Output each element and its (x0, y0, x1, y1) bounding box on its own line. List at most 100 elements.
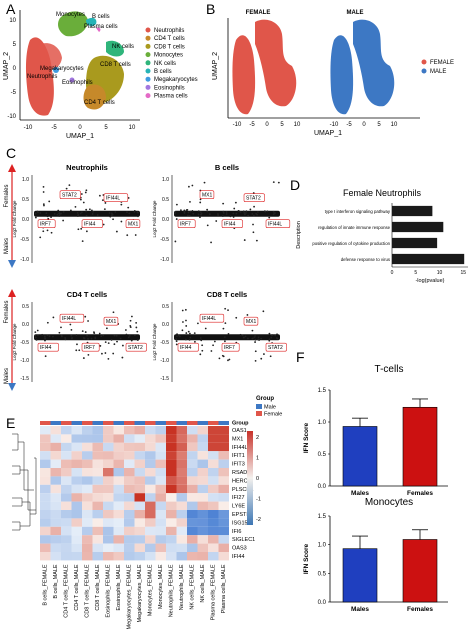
x-axis-label: -log(pvalue) (415, 278, 444, 284)
heatmap-cell (124, 493, 135, 502)
heatmap-cell (92, 468, 103, 477)
heatmap-cell (71, 476, 82, 485)
heatmap-cell (82, 451, 93, 460)
column-label: CD8 T cells_MALE (95, 564, 101, 611)
heatmap-cell (187, 434, 198, 443)
y-tick-label: 0.5 (22, 197, 29, 203)
heatmap-cell (145, 518, 156, 527)
heatmap-cell (155, 442, 166, 452)
heatmap-cell (197, 426, 208, 435)
heatmap-cell (113, 526, 124, 536)
y-tick-label: -1.0 (20, 257, 29, 263)
heatmap-cell (176, 451, 187, 460)
x-tick-label: -10 (24, 125, 33, 131)
y-tick-label: 1.0 (22, 177, 29, 183)
heatmap-cell (71, 510, 82, 519)
heatmap-cell (197, 484, 208, 494)
y-tick-label: -0.5 (20, 340, 29, 346)
heatmap-cell (50, 501, 61, 510)
column-label: NK cells_FEMALE (189, 564, 195, 610)
heatmap-cell (113, 459, 124, 468)
heatmap-cell (103, 510, 114, 519)
umap-legend: Neutrophils CD4 T cells CD8 T cells Monocyt… (145, 27, 198, 100)
heatmap-cell (166, 434, 177, 443)
heatmap-cell (166, 426, 177, 435)
heatmap-cell (124, 484, 135, 494)
gene-label: STAT2 (268, 345, 283, 351)
heatmap-cell (40, 468, 51, 477)
ifn-bar (342, 548, 378, 603)
gene-label: STAT2 (246, 196, 261, 202)
fold-change-plots: Neutrophils Log2 Fold Change 1.0 0.5 0.0 -0.5… (12, 163, 291, 382)
y-tick-label: 0.0 (318, 484, 327, 490)
heatmap-cell (134, 451, 145, 460)
sex-direction-arrow-bottom: Females Males (4, 289, 16, 391)
heatmap-cell (82, 535, 93, 544)
heatmap-cell (103, 434, 114, 443)
y-tick-label: 0.0 (22, 217, 29, 223)
enrichment-title: Female Neutrophils (343, 188, 422, 198)
heatmap-cell (92, 518, 103, 527)
heatmap-cell (113, 535, 124, 544)
cluster-b-cells (86, 17, 97, 27)
heatmap-cell (197, 434, 208, 443)
heatmap-cell (208, 535, 219, 544)
heatmap-cell (218, 526, 229, 536)
females-label: Females (4, 300, 10, 323)
heatmap-cell (218, 518, 229, 527)
heatmap-cell (134, 543, 145, 552)
x-tick-label: 10 (294, 122, 301, 128)
female-umap-title: FEMALE (246, 10, 271, 16)
heatmap-cell (124, 518, 135, 527)
heatmap-cell (166, 459, 177, 468)
legend-entry: MALE (430, 69, 446, 75)
column-label: NK cells_MALE (200, 564, 206, 603)
heatmap-cell (145, 501, 156, 510)
heatmap-cell (71, 526, 82, 536)
fold-change-subplot: B cells Log2 Fold Change 1.0 0.5 0.0 -0.5 -1.0… (152, 163, 291, 263)
cluster-label: NK cells (112, 44, 134, 50)
heatmap-cell (176, 442, 187, 452)
gene-label: STAT2 (128, 345, 143, 351)
y-tick-label: -10 (7, 114, 16, 120)
heatmap-cell (218, 451, 229, 460)
heatmap-cell (166, 442, 177, 452)
heatmap-cell (40, 426, 51, 435)
heatmap-cell (187, 543, 198, 552)
ifn-bar (342, 426, 378, 487)
heatmap-cell (187, 459, 198, 468)
heatmap-cell (82, 510, 93, 519)
heatmap-cell (145, 484, 156, 494)
umap-clusters-plot: Monocytes B cells Plasma cells NK cells … (3, 10, 140, 140)
heatmap-cell (82, 493, 93, 502)
heatmap-cell (145, 543, 156, 552)
legend-entry: B cells (154, 69, 172, 75)
heatmap-cell (92, 526, 103, 536)
heatmap-cell (187, 526, 198, 536)
gene-label: MX1 (106, 319, 117, 325)
heatmap-cell (134, 493, 145, 502)
heatmap-cell (166, 451, 177, 460)
x-tick-label: Males (351, 490, 369, 497)
heatmap-cell (40, 543, 51, 552)
heatmap-cell (197, 476, 208, 485)
heatmap-cell (40, 442, 51, 452)
heatmap-cell (176, 518, 187, 527)
heatmap-cell (124, 476, 135, 485)
gene-row-label: PLSCR1 (232, 487, 253, 493)
heatmap-cell (208, 501, 219, 510)
heatmap-cell (71, 535, 82, 544)
heatmap-cell (197, 442, 208, 452)
heatmap-cell (208, 518, 219, 527)
enrichment-bar (392, 205, 433, 217)
heatmap-cell (218, 468, 229, 477)
ifn-bar (402, 406, 438, 487)
gene-row-label: IFIT3 (232, 462, 245, 468)
heatmap-cell (197, 501, 208, 510)
heatmap-cell (124, 459, 135, 468)
heatmap-cell (92, 510, 103, 519)
cluster-monocytes (58, 11, 88, 37)
y-tick-label: 0.0 (22, 322, 29, 328)
heatmap-cell (208, 552, 219, 561)
gene-row-label: OAS1 (232, 428, 247, 434)
